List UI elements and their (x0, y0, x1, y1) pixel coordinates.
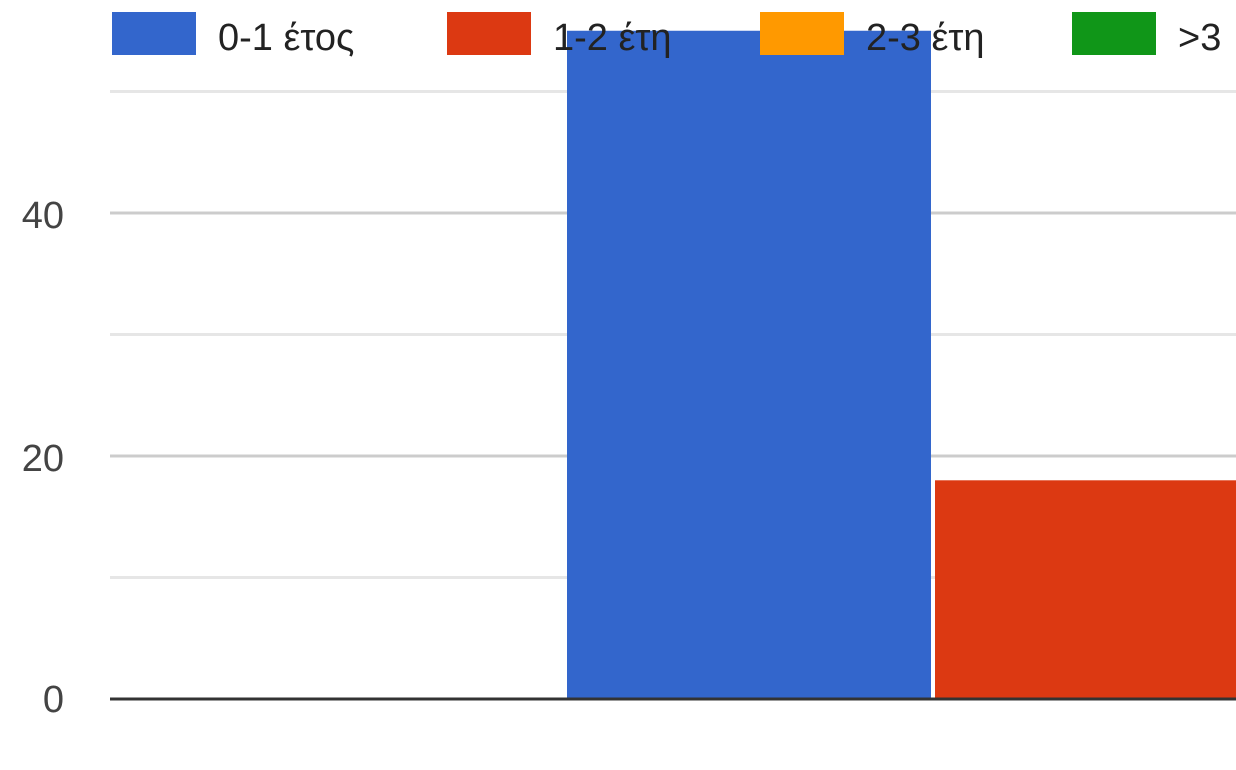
legend-label-2-3: 2-3 έτη (866, 17, 985, 59)
legend-label-over-3: >3 (1178, 17, 1221, 59)
y-tick-label-40: 40 (22, 195, 64, 237)
y-tick-label-0: 0 (43, 679, 64, 721)
bar-series-1[interactable] (935, 480, 1236, 699)
legend-label-0-1: 0-1 έτος (218, 17, 354, 59)
legend-swatch-over-3 (1072, 12, 1156, 55)
y-tick-label-20: 20 (22, 438, 64, 480)
bars (567, 30, 1236, 699)
legend-label-1-2: 1-2 έτη (553, 17, 672, 59)
legend-swatch-0-1 (112, 12, 196, 55)
legend-swatch-2-3 (760, 12, 844, 55)
bar-series-0[interactable] (567, 30, 931, 699)
y-axis-ticks: 0 20 40 (22, 195, 64, 721)
legend-swatch-1-2 (447, 12, 531, 55)
legend: 0-1 έτος 1-2 έτη 2-3 έτη >3 (112, 12, 1221, 59)
